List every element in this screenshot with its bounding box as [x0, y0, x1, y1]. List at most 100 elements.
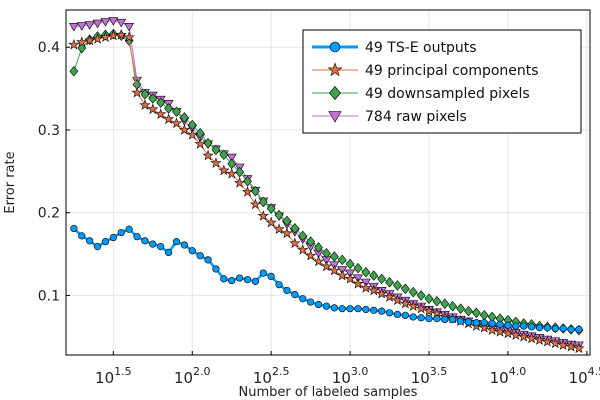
data-point — [416, 290, 426, 301]
data-point — [464, 318, 473, 326]
data-point — [368, 284, 380, 296]
data-point — [520, 322, 528, 330]
legend-marker — [327, 62, 343, 77]
data-point — [178, 124, 191, 135]
data-point — [204, 256, 212, 264]
data-point — [212, 265, 220, 273]
data-point — [148, 93, 158, 104]
data-point — [235, 166, 245, 178]
data-point — [353, 262, 363, 274]
data-point — [195, 128, 205, 139]
data-point — [68, 23, 79, 32]
data-point — [233, 176, 246, 188]
data-point — [337, 254, 347, 266]
data-point — [480, 319, 488, 327]
y-tick-label: 0.1 — [38, 288, 60, 304]
data-point — [100, 18, 111, 27]
legend-label: 49 principal components — [365, 63, 539, 79]
data-point — [424, 293, 434, 305]
data-point — [290, 223, 300, 234]
data-point — [93, 243, 102, 251]
y-tick-label: 0.3 — [38, 123, 60, 139]
data-point — [479, 310, 489, 321]
data-point — [115, 28, 127, 40]
data-point — [391, 294, 404, 306]
data-point — [131, 86, 143, 98]
data-point — [383, 291, 396, 302]
data-point — [528, 323, 536, 331]
data-point — [575, 325, 583, 333]
data-point — [123, 31, 135, 43]
legend-label: 784 raw pixels — [365, 109, 467, 125]
data-point — [274, 209, 284, 221]
data-point — [139, 99, 151, 110]
data-point — [360, 282, 372, 293]
x-tick-label: 102.5 — [253, 365, 290, 387]
data-point — [249, 198, 262, 210]
data-point — [194, 138, 206, 149]
data-point — [362, 305, 370, 314]
data-point — [471, 307, 481, 319]
data-point — [543, 324, 551, 332]
x-tick-label: 103.5 — [411, 365, 448, 387]
data-point — [393, 280, 402, 291]
data-point — [502, 327, 514, 339]
data-point — [432, 295, 442, 307]
data-point — [101, 238, 110, 246]
data-point — [510, 329, 522, 340]
data-point — [307, 298, 315, 306]
data-point — [92, 19, 103, 29]
data-point — [147, 103, 159, 115]
data-point — [557, 339, 569, 350]
data-point — [336, 269, 348, 281]
data-point — [322, 302, 331, 310]
data-point — [525, 332, 538, 344]
data-point — [345, 258, 355, 270]
data-point — [156, 97, 166, 108]
data-point — [385, 276, 394, 288]
data-point — [266, 203, 276, 214]
x-tick-label: 103.0 — [332, 365, 369, 387]
data-point — [258, 196, 268, 208]
data-point — [441, 315, 449, 324]
data-point — [251, 185, 260, 197]
data-point — [399, 297, 411, 309]
data-point — [551, 324, 559, 333]
data-point — [259, 269, 267, 277]
data-point — [409, 313, 417, 321]
y-tick-label: 0.4 — [38, 40, 60, 56]
data-point — [478, 321, 490, 333]
data-point — [417, 314, 425, 322]
data-point — [518, 330, 530, 342]
data-point — [533, 334, 546, 345]
data-point — [549, 337, 561, 349]
data-point — [69, 65, 79, 77]
data-point — [504, 321, 512, 329]
x-tick-label: 104.0 — [490, 365, 527, 387]
data-point — [472, 319, 480, 327]
data-point — [124, 23, 135, 32]
data-point — [157, 243, 165, 251]
data-point — [449, 315, 457, 324]
data-point — [376, 287, 388, 299]
legend-marker — [328, 111, 342, 123]
data-point — [68, 38, 80, 50]
data-point — [170, 117, 183, 129]
data-point — [125, 225, 133, 233]
data-point — [133, 233, 141, 241]
data-point — [291, 291, 299, 299]
data-point — [408, 286, 418, 298]
data-point — [330, 304, 338, 312]
series-49-ts-e-outputs — [70, 224, 583, 333]
data-point — [352, 277, 364, 289]
legend-entry: 49 downsampled pixels — [312, 85, 530, 102]
data-point — [573, 342, 585, 354]
data-point — [220, 275, 228, 283]
data-point — [218, 164, 230, 176]
data-point — [385, 309, 394, 317]
x-tick-label: 101.5 — [95, 365, 132, 387]
data-point — [76, 22, 87, 31]
data-point — [346, 305, 354, 313]
data-point — [172, 106, 181, 118]
